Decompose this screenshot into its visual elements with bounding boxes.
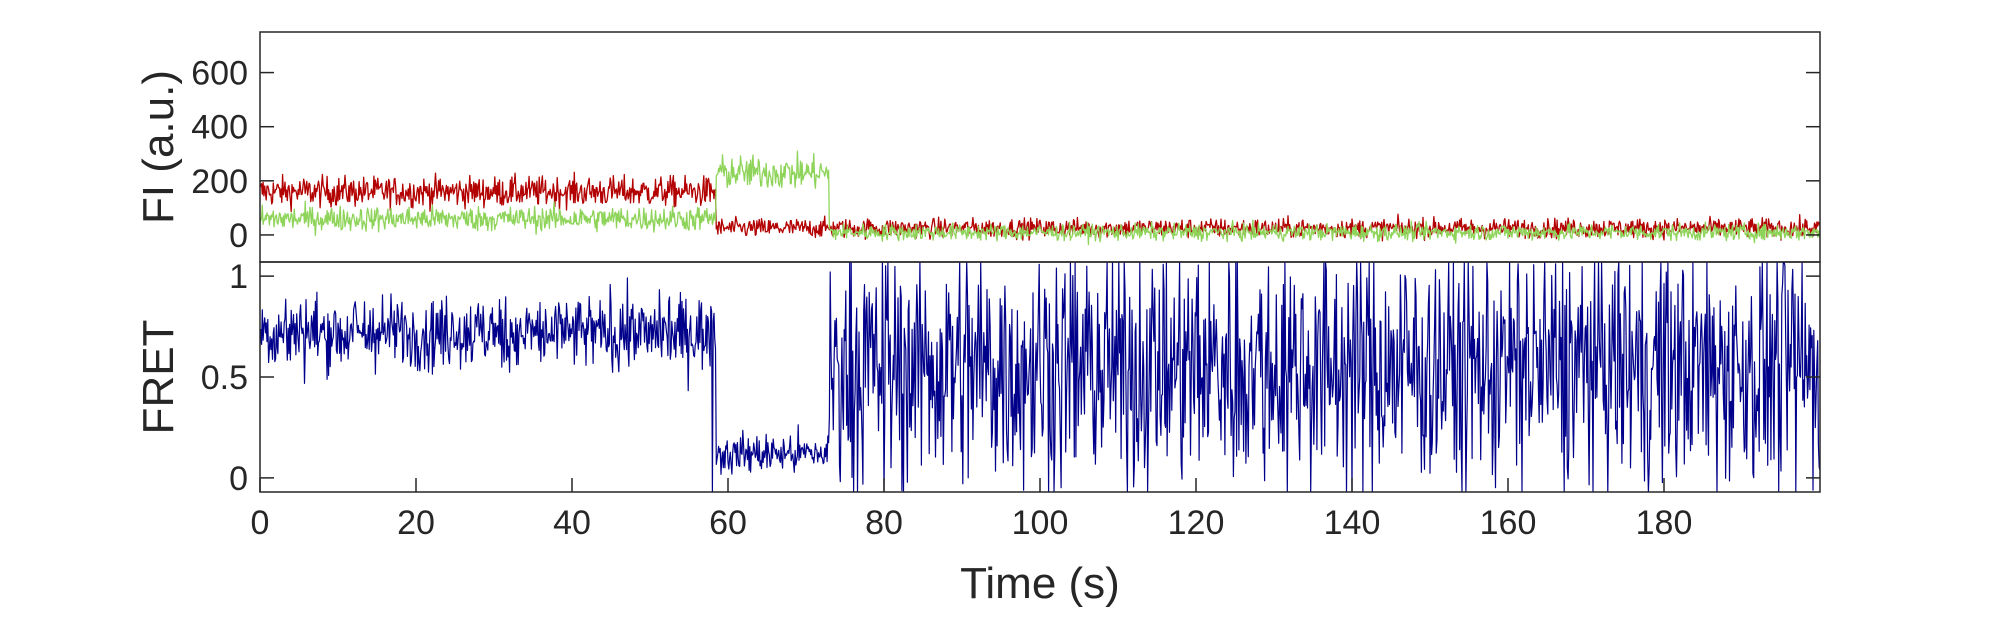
fluorescence-traces xyxy=(260,150,1820,246)
y-tick-label: 0 xyxy=(229,460,248,498)
x-tick-label: 180 xyxy=(1636,504,1693,542)
x-tick-label: 140 xyxy=(1324,504,1381,542)
x-tick-label: 120 xyxy=(1168,504,1225,542)
donor-trace xyxy=(260,150,1820,246)
time-x-ticks: 0 20 40 60 80 100 120 140 160 180 xyxy=(251,478,1693,542)
fret-traces xyxy=(260,262,1820,492)
x-tick-label: 100 xyxy=(1012,504,1069,542)
x-tick-label: 0 xyxy=(251,504,270,542)
y-tick-label: 0.5 xyxy=(201,359,248,397)
fret-y-axis-label: FRET xyxy=(134,320,183,435)
y-tick-label: 0 xyxy=(229,217,248,255)
fret-panel: 00.51 0 20 40 60 80 100 120 140 160 180 FRET Time… xyxy=(134,258,1821,608)
y-tick-label: 200 xyxy=(191,163,248,201)
y-tick-label: 1 xyxy=(229,258,248,296)
x-tick-label: 80 xyxy=(865,504,903,542)
fret-y-ticks: 00.51 xyxy=(201,258,1820,498)
x-tick-label: 20 xyxy=(397,504,435,542)
y-tick-label: 600 xyxy=(191,55,248,93)
fluorescence-y-ticks: 0 200 400 600 xyxy=(191,55,1820,255)
fluorescence-panel: 0 200 400 600 FI (a.u.) xyxy=(134,31,1821,263)
x-tick-label: 160 xyxy=(1480,504,1537,542)
x-tick-label: 40 xyxy=(553,504,591,542)
fret-trace xyxy=(260,262,1820,492)
fluorescence-y-axis-label: FI (a.u.) xyxy=(134,70,183,224)
y-tick-label: 400 xyxy=(191,109,248,147)
time-x-axis-label: Time (s) xyxy=(960,559,1120,608)
x-tick-label: 60 xyxy=(709,504,747,542)
